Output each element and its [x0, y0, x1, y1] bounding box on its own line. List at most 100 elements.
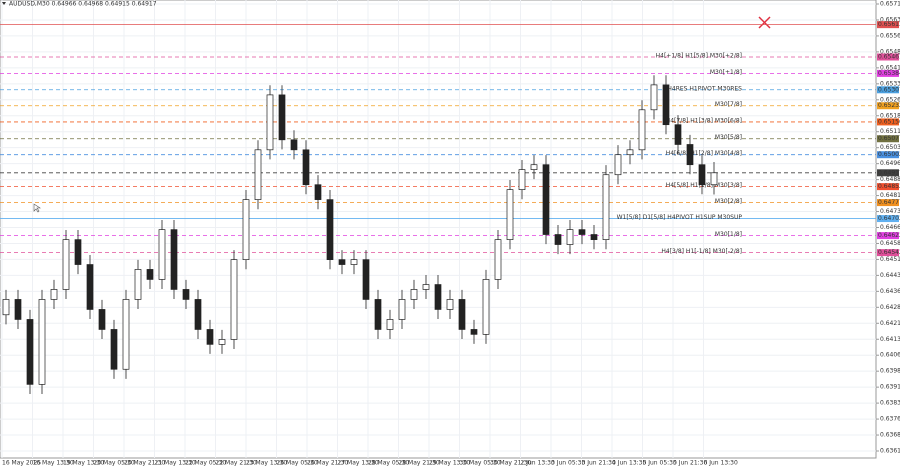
- level-label: M30[7/8]: [715, 101, 742, 108]
- candle-body: [686, 144, 694, 166]
- candle-body: [182, 289, 190, 300]
- level-label: H4[3/8] H1[-1/8] M30[-2/8]: [661, 248, 742, 255]
- candle-body: [158, 229, 166, 280]
- y-tick-label: 0.64585: [880, 240, 900, 247]
- candle-body: [50, 289, 58, 300]
- candle-body: [242, 199, 250, 260]
- candle-body: [698, 164, 706, 186]
- level-label: H4[+1/8] H1[5/8] M30[+2/8]: [656, 53, 742, 60]
- candle-body: [194, 299, 202, 330]
- x-tick-label: 16 May 2025: [2, 460, 41, 467]
- price-box-label: 0.65002: [878, 151, 900, 158]
- candle-body: [74, 239, 82, 265]
- candle-body: [98, 309, 106, 330]
- price-box: [877, 69, 899, 77]
- candle-body: [506, 189, 514, 240]
- candle-body: [578, 229, 586, 235]
- candle-body: [554, 234, 562, 245]
- candle-body: [314, 184, 322, 200]
- level-label: H4[5/8] H1[1/8] M30[3/8]: [666, 182, 742, 189]
- price-box-label: 0.65461: [878, 54, 900, 61]
- level-label: W1[5/8] D1[5/8] H4PIVOT H1SUP M30SUP: [617, 214, 743, 221]
- x-tick-label: 22 May 21:30: [216, 460, 257, 467]
- chart-title: AUDUSD,M30 0.64966 0.64968 0.64915 0.649…: [9, 1, 157, 8]
- x-tick-label: 5 Jun 21:30: [673, 460, 707, 467]
- y-tick-label: 0.64435: [880, 272, 900, 279]
- close-marker: [758, 16, 771, 29]
- y-tick-label: 0.64735: [880, 208, 900, 215]
- price-box-label: 0.64852: [878, 183, 900, 190]
- price-box-label: 0.64917: [878, 169, 900, 176]
- candle-body: [638, 109, 646, 151]
- y-tick-label: 0.65635: [880, 16, 900, 23]
- price-box-label: 0.64777: [878, 199, 900, 206]
- price-box: [877, 21, 899, 29]
- candle-body: [338, 259, 346, 265]
- candle-body: [446, 299, 454, 310]
- grid: [0, 0, 876, 458]
- price-box: [877, 249, 899, 257]
- x-tick-label: 20 May 05:30: [94, 460, 135, 467]
- candle-body: [206, 329, 214, 345]
- price-box-label: 0.64702: [878, 215, 900, 222]
- y-tick-label: 0.64285: [880, 304, 900, 311]
- x-tick-label: 22 May 05:30: [185, 460, 226, 467]
- price-box: [877, 232, 899, 240]
- candle-body: [626, 149, 634, 156]
- price-box-label: 0.65384: [878, 70, 900, 77]
- price-box: [877, 86, 899, 94]
- y-tick-label: 0.64135: [880, 336, 900, 343]
- x-tick-label: 3 Jun 05:30: [551, 460, 585, 467]
- y-tick-label: 0.64885: [880, 176, 900, 183]
- x-tick-label: 5 Jun 05:30: [643, 460, 677, 467]
- candle-body: [542, 164, 550, 235]
- candle-body: [266, 94, 274, 151]
- candle-body: [2, 299, 10, 316]
- candle-body: [566, 229, 574, 245]
- y-tick-label: 0.63610: [880, 448, 900, 455]
- candle-body: [326, 199, 334, 260]
- x-tick-label: 23 May 13:30: [246, 460, 287, 467]
- candle-body: [362, 259, 370, 300]
- level-label: M30[5/8]: [715, 134, 742, 141]
- candle-body: [518, 169, 526, 190]
- level-label: M30[2/8]: [715, 198, 742, 205]
- menu-arrow: [2, 2, 6, 5]
- y-tick-label: 0.65485: [880, 48, 900, 55]
- candle-body: [398, 299, 406, 320]
- candle-body: [170, 229, 178, 290]
- price-box-label: 0.64622: [878, 232, 900, 239]
- plot-frame: [0, 0, 877, 459]
- y-tick-label: 0.63685: [880, 432, 900, 439]
- price-box: [877, 53, 899, 61]
- candle-body: [650, 84, 658, 111]
- candle-body: [482, 279, 490, 335]
- candle-body: [146, 269, 154, 280]
- y-tick-label: 0.63985: [880, 368, 900, 375]
- candle-body: [302, 149, 310, 186]
- candle-body: [386, 319, 394, 330]
- level-label: H4[7/8] H1[3/8] M30[6/8]: [666, 117, 742, 124]
- candle-body: [494, 239, 502, 280]
- candle-body: [530, 164, 538, 170]
- cursor: [33, 203, 41, 213]
- x-tick-label: 28 May 05:30: [368, 460, 409, 467]
- x-tick-label: 3 Jun 21:30: [582, 460, 616, 467]
- x-tick-label: 28 May 21:30: [399, 460, 440, 467]
- candle-body: [374, 299, 382, 330]
- candle-body: [122, 299, 130, 370]
- candle-body: [434, 284, 442, 310]
